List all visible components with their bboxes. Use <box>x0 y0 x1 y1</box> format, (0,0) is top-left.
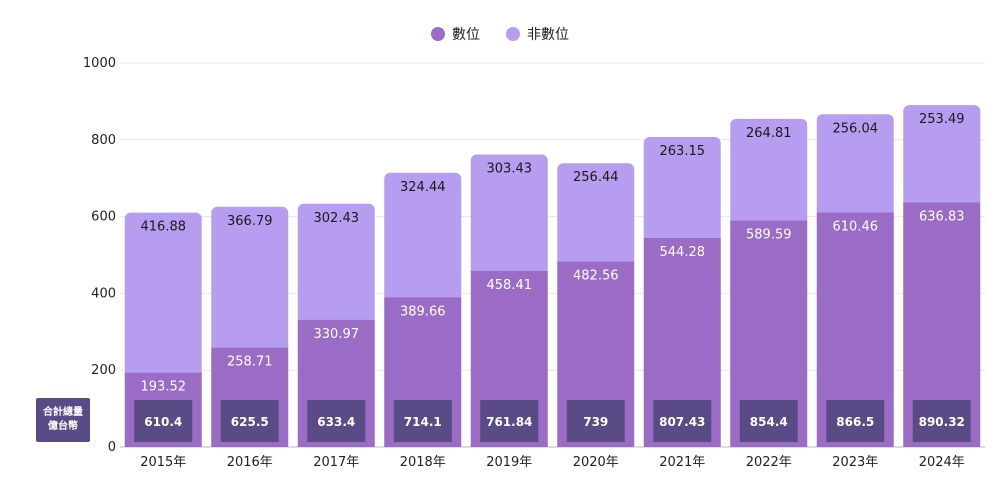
y-tick-label: 400 <box>91 286 116 301</box>
data-label-non-digital: 253.49 <box>919 112 965 127</box>
data-label-digital: 544.28 <box>660 245 706 260</box>
bar-non-digital <box>384 172 462 304</box>
x-tick-label: 2015年 <box>140 455 186 470</box>
bar-non-digital <box>903 105 981 209</box>
total-value: 625.5 <box>231 415 269 429</box>
legend-swatch-non-digital <box>506 27 520 41</box>
data-label-digital: 610.46 <box>833 220 879 235</box>
total-box <box>134 400 193 442</box>
x-tick-label: 2019年 <box>486 455 532 470</box>
x-tick-label: 2017年 <box>313 455 359 470</box>
legend-item-digital[interactable]: 數位 <box>431 24 480 44</box>
legend-label-digital: 數位 <box>452 27 480 43</box>
total-label: 合計總量 億台幣 <box>36 398 90 442</box>
total-label-line2: 億台幣 <box>48 421 78 432</box>
bar-non-digital <box>730 118 808 227</box>
data-label-digital: 482.56 <box>573 269 619 284</box>
x-tick-label: 2022年 <box>746 455 792 470</box>
total-box <box>653 400 712 442</box>
total-value: 761.84 <box>486 415 532 429</box>
data-label-non-digital: 366.79 <box>227 214 273 229</box>
x-tick-label: 2016年 <box>227 455 273 470</box>
data-label-non-digital: 264.81 <box>746 126 792 141</box>
data-label-digital: 330.97 <box>314 327 360 342</box>
y-tick-label: 600 <box>91 210 116 225</box>
total-value: 807.43 <box>659 415 705 429</box>
total-value: 739 <box>583 415 608 429</box>
legend: 數位 非數位 <box>0 24 1000 44</box>
data-label-non-digital: 256.04 <box>833 121 879 136</box>
x-tick-label: 2023年 <box>832 455 878 470</box>
x-tick-label: 2024年 <box>919 455 965 470</box>
bar-non-digital <box>470 154 548 277</box>
bar-non-digital <box>211 206 289 354</box>
data-label-digital: 389.66 <box>400 304 446 319</box>
total-box <box>826 400 885 442</box>
data-label-digital: 458.41 <box>487 278 533 293</box>
total-box <box>480 400 539 442</box>
legend-item-non-digital[interactable]: 非數位 <box>506 24 569 44</box>
x-tick-label: 2018年 <box>400 455 446 470</box>
x-tick-label: 2021年 <box>659 455 705 470</box>
total-value: 890.32 <box>919 415 965 429</box>
data-label-non-digital: 263.15 <box>660 144 706 159</box>
total-value: 854.4 <box>750 415 788 429</box>
bar-non-digital <box>816 114 894 219</box>
data-label-digital: 589.59 <box>746 228 792 243</box>
total-box <box>307 400 366 442</box>
data-label-non-digital: 302.43 <box>314 211 360 226</box>
y-tick-label: 800 <box>91 133 116 148</box>
bar-non-digital <box>124 212 202 379</box>
legend-label-non-digital: 非數位 <box>527 27 569 43</box>
bar-non-digital <box>557 163 635 268</box>
total-value: 610.4 <box>144 415 182 429</box>
bar-non-digital <box>643 136 721 244</box>
data-label-non-digital: 256.44 <box>573 170 619 185</box>
total-value: 866.5 <box>836 415 874 429</box>
data-label-non-digital: 324.44 <box>400 180 446 195</box>
x-tick-label: 2020年 <box>573 455 619 470</box>
total-value: 633.4 <box>317 415 355 429</box>
bar-non-digital <box>297 203 375 326</box>
total-box <box>912 400 971 442</box>
y-tick-label: 200 <box>91 363 116 378</box>
total-box <box>393 400 452 442</box>
total-box <box>220 400 279 442</box>
data-label-non-digital: 303.43 <box>487 161 533 176</box>
total-box <box>566 400 625 442</box>
total-value: 714.1 <box>404 415 442 429</box>
data-label-non-digital: 416.88 <box>141 220 187 235</box>
data-label-digital: 258.71 <box>227 355 273 370</box>
y-tick-label: 1000 <box>83 56 116 71</box>
y-tick-label: 0 <box>108 440 116 455</box>
data-label-digital: 193.52 <box>141 380 187 395</box>
total-label-line1: 合計總量 <box>43 407 83 418</box>
total-box <box>739 400 798 442</box>
legend-swatch-digital <box>431 27 445 41</box>
data-label-digital: 636.83 <box>919 209 965 224</box>
